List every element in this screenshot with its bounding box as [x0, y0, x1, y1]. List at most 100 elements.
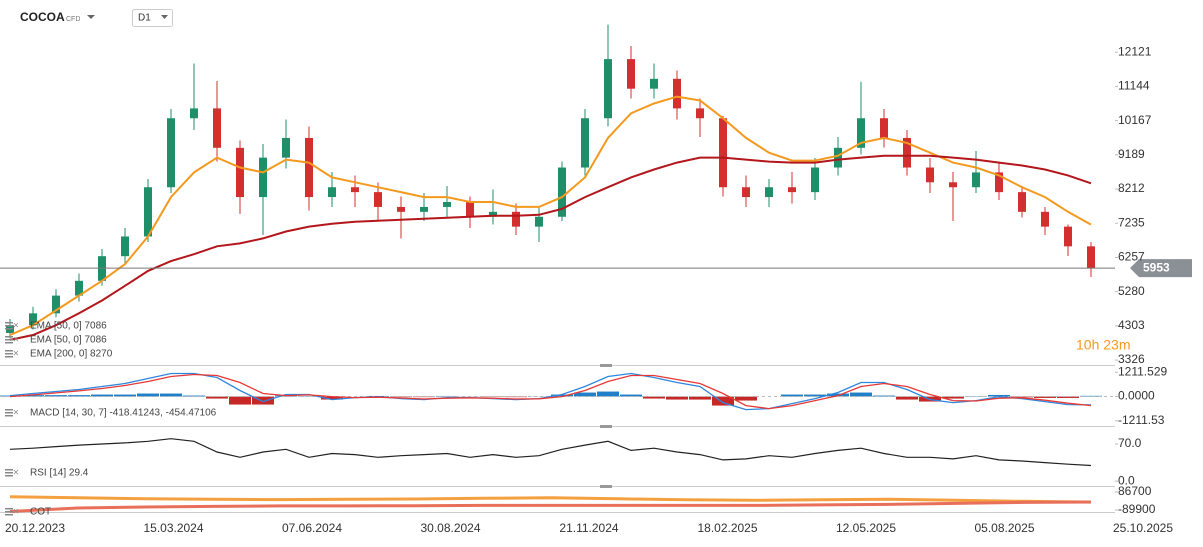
candle-body	[328, 187, 336, 198]
macd-histogram-bar	[91, 394, 113, 397]
y-tick-label: -89900	[1118, 502, 1156, 516]
legend-icon	[5, 322, 13, 324]
candle-body	[995, 172, 1003, 193]
macd-histogram-bar	[321, 396, 343, 400]
candle-body	[1041, 211, 1049, 227]
macd-histogram-bar	[1057, 396, 1079, 398]
macd-histogram-bar	[873, 395, 895, 397]
candle-body	[696, 108, 704, 119]
ema-line	[9, 95, 1092, 336]
legend-icon	[5, 475, 13, 477]
macd-histogram-bar	[252, 396, 274, 405]
y-tick-label: 8212	[1118, 181, 1145, 195]
legend-icon	[5, 514, 13, 516]
legend-label: EMA [50, 0] 7086	[30, 335, 107, 346]
resize-handle[interactable]	[600, 425, 612, 428]
legend-item[interactable]: × EMA [50, 0] 7086	[5, 335, 107, 346]
legend-item[interactable]: × COT	[5, 507, 51, 518]
candle-body	[236, 147, 244, 198]
ema-line	[9, 154, 1092, 341]
legend-close: ×	[13, 321, 19, 332]
macd-histogram-bar	[1080, 395, 1102, 397]
macd-histogram-bar	[804, 394, 826, 397]
countdown: 10h 23m	[1076, 337, 1130, 353]
legend-item[interactable]: × EMA [50, 0] 7086	[5, 321, 107, 332]
macd-histogram-bar	[942, 396, 964, 399]
macd-histogram-bar	[206, 396, 228, 399]
y-tick-label: 6257	[1118, 250, 1145, 264]
candle-body	[121, 236, 129, 257]
legend-item[interactable]: × EMA [200, 0] 8270	[5, 349, 113, 360]
candle-body	[627, 59, 635, 89]
macd-histogram-bar	[137, 393, 159, 397]
legend-label: MACD [14, 30, 7] -418.41243, -454.47106	[30, 408, 217, 419]
macd-histogram-bar	[45, 395, 67, 397]
timeframe[interactable]: D1	[138, 13, 151, 24]
legend-icon	[5, 328, 13, 330]
legend-close: ×	[13, 507, 19, 518]
macd-histogram-bar	[781, 394, 803, 397]
last-price-box	[1130, 259, 1192, 278]
legend-icon	[5, 409, 13, 411]
resize-handle[interactable]	[600, 364, 612, 367]
legend-icon	[5, 469, 13, 471]
y-tick-label: 86700	[1118, 484, 1152, 498]
candle-body	[144, 187, 152, 237]
y-tick-label: 10167	[1118, 113, 1152, 127]
macd-histogram-bar	[735, 396, 757, 401]
legend-label: EMA [200, 0] 8270	[30, 349, 113, 360]
legend-item[interactable]: × MACD [14, 30, 7] -418.41243, -454.47106	[5, 408, 217, 419]
macd-histogram-bar	[988, 394, 1010, 397]
legend-item[interactable]: × RSI [14] 29.4	[5, 468, 89, 479]
timeframe-dropdown[interactable]	[161, 15, 168, 19]
candle-body	[52, 295, 60, 314]
legend-close: ×	[13, 349, 19, 360]
header: COCOA CFD D1	[20, 9, 173, 27]
y-tick-label: 0.0	[1118, 473, 1135, 487]
macd-histogram-bar	[597, 391, 619, 397]
y-tick-label: 0.0000	[1118, 389, 1155, 403]
legend-close: ×	[13, 408, 19, 419]
signal-line	[9, 373, 1092, 410]
candle-body	[949, 182, 957, 188]
resize-handle[interactable]	[600, 485, 612, 488]
indicator-line	[9, 500, 1092, 513]
indicator-line	[9, 495, 1092, 504]
legend-icon	[5, 342, 13, 344]
candle-body	[972, 172, 980, 188]
candle-body	[1064, 226, 1072, 247]
candle-body	[374, 192, 382, 207]
macd-histogram-bar	[850, 392, 872, 397]
symbol-dropdown[interactable]	[87, 15, 95, 19]
legend-label: EMA [50, 0] 7086	[30, 321, 107, 332]
legend-icon	[5, 336, 13, 338]
x-tick-label: 05.08.2025	[974, 521, 1034, 535]
macd-histogram-bar	[68, 395, 90, 397]
timeframe-select[interactable]	[132, 9, 173, 27]
x-tick-label: 15.03.2024	[143, 521, 203, 535]
y-tick-label: 70.0	[1118, 436, 1142, 450]
candle-body	[259, 157, 267, 198]
macd-histogram-bar	[1034, 396, 1056, 398]
legend-icon	[5, 511, 13, 513]
candle-body	[75, 280, 83, 296]
macd-histogram-bar	[551, 394, 573, 397]
y-tick-label: 7235	[1118, 215, 1145, 229]
candle-body	[420, 206, 428, 212]
candle-body	[857, 118, 865, 148]
macd-histogram-bar	[712, 396, 734, 406]
candle-body	[167, 118, 175, 188]
x-tick-label: 20.12.2023	[5, 521, 65, 535]
symbol[interactable]: COCOA	[20, 10, 65, 24]
y-tick-label: 3326	[1118, 352, 1145, 366]
candle-body	[29, 313, 37, 326]
candle-body	[1087, 246, 1095, 269]
candle-body	[811, 167, 819, 193]
y-tick-label: 4303	[1118, 318, 1145, 332]
candle-body	[903, 137, 911, 168]
candle-body	[673, 78, 681, 109]
y-tick-label: 12121	[1118, 44, 1152, 58]
candle-body	[1018, 192, 1026, 212]
legend-close: ×	[13, 468, 19, 479]
